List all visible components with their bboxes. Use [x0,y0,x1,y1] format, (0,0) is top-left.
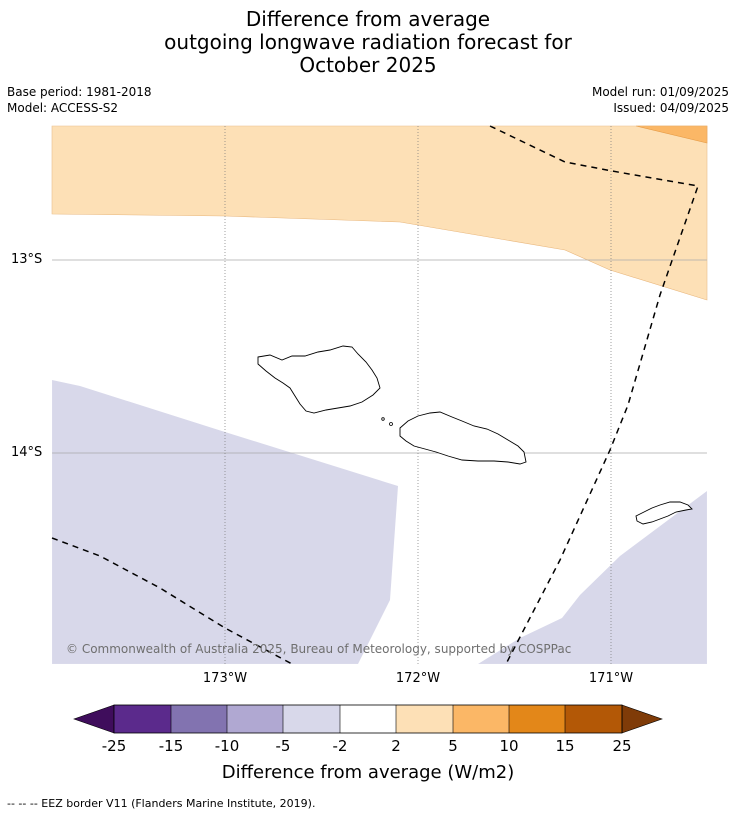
model-run: Model run: 01/09/2025 [591,85,729,99]
colorbar-tick-25: 25 [612,737,632,755]
lon-label-172w: 172°W [395,671,441,686]
colorbar-arrow-low [73,704,115,734]
tutuila-island [635,501,693,525]
colorbar [73,704,663,734]
lat-label-13s: 13°S [11,252,43,267]
colorbar-tick-neg10: -10 [214,737,240,755]
lon-label-171w: 171°W [588,671,634,686]
map-frame [51,125,708,665]
title-line-2: outgoing longwave radiation forecast for [164,30,572,54]
colorbar-bin-neg10-neg5 [227,705,283,733]
apolima-islet [381,417,385,421]
colorbar-title: Difference from average (W/m2) [221,762,515,783]
base-period: Base period: 1981-2018 [7,85,152,99]
colorbar-bin-neg25-neg15 [114,705,171,733]
colorbar-tick-neg2: -2 [332,737,348,755]
copyright-notice: © Commonwealth of Australia 2025, Bureau… [66,642,572,656]
colorbar-tick-10: 10 [499,737,519,755]
colorbar-tick-neg5: -5 [275,737,291,755]
savaii-island [257,345,381,414]
eez-border-southwest [51,537,293,665]
colorbar-outline [113,704,623,734]
colorbar-bin-neg2-2 [340,705,396,733]
colorbar-bin-15-25 [565,705,622,733]
lat-label-14s: 14°S [11,445,43,460]
title-line-1: Difference from average [245,7,491,31]
colorbar-bin-10-15 [509,705,565,733]
eez-footnote: -- -- -- EEZ border V11 (Flanders Marine… [7,797,316,810]
map-title: Difference from average outgoing longwav… [0,8,736,77]
colorbar-arrow-high [621,704,663,734]
colorbar-bin-neg5-neg2 [283,705,340,733]
title-line-3: October 2025 [299,53,437,77]
meta-right: Model run: 01/09/2025 Issued: 04/09/2025 [592,84,729,116]
colorbar-bin-2-5 [396,705,453,733]
colorbar-tick-2: 2 [391,737,401,755]
graticule [52,126,707,664]
manono-islet [389,422,393,426]
anomaly-region-neg5-neg2-east [478,491,707,664]
colorbar-tick-15: 15 [555,737,575,755]
colorbar-tick-5: 5 [448,737,458,755]
eez-border [51,125,699,665]
colorbar-bin-5-10 [453,705,509,733]
colorbar-bin-neg15-neg10 [171,705,227,733]
colorbar-tick-neg25: -25 [101,737,127,755]
upolu-island [399,411,527,465]
colorbar-tick-neg15: -15 [158,737,184,755]
eez-border-east [489,125,699,665]
meta-left: Base period: 1981-2018 Model: ACCESS-S2 [7,84,152,116]
issued-date: Issued: 04/09/2025 [613,101,729,115]
lon-label-173w: 173°W [202,671,248,686]
model-name: Model: ACCESS-S2 [7,101,119,115]
